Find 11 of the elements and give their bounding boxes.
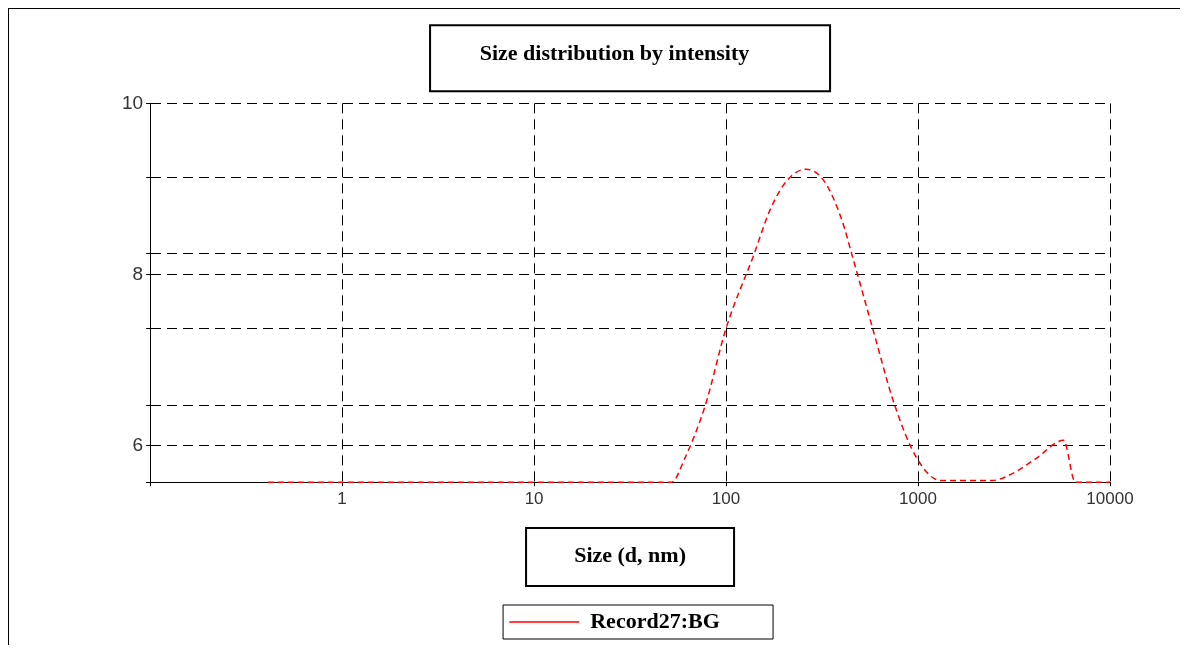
x-tick-label: 10 bbox=[524, 489, 544, 509]
x-axis-title: Size (d, nm) bbox=[574, 542, 686, 568]
x-tick-label: 10000 bbox=[1086, 489, 1134, 509]
legend-label: Record27:BG bbox=[590, 607, 720, 633]
y-tick-label: 10 bbox=[121, 91, 144, 113]
y-tick-label: 8 bbox=[132, 262, 144, 284]
chart-title: Size distribution by intensity bbox=[479, 39, 750, 65]
x-tick-label: 1 bbox=[337, 489, 347, 509]
x-tick-label: 100 bbox=[711, 489, 741, 509]
y-tick-label: 6 bbox=[132, 433, 144, 455]
x-tick-label: 1000 bbox=[899, 489, 937, 509]
